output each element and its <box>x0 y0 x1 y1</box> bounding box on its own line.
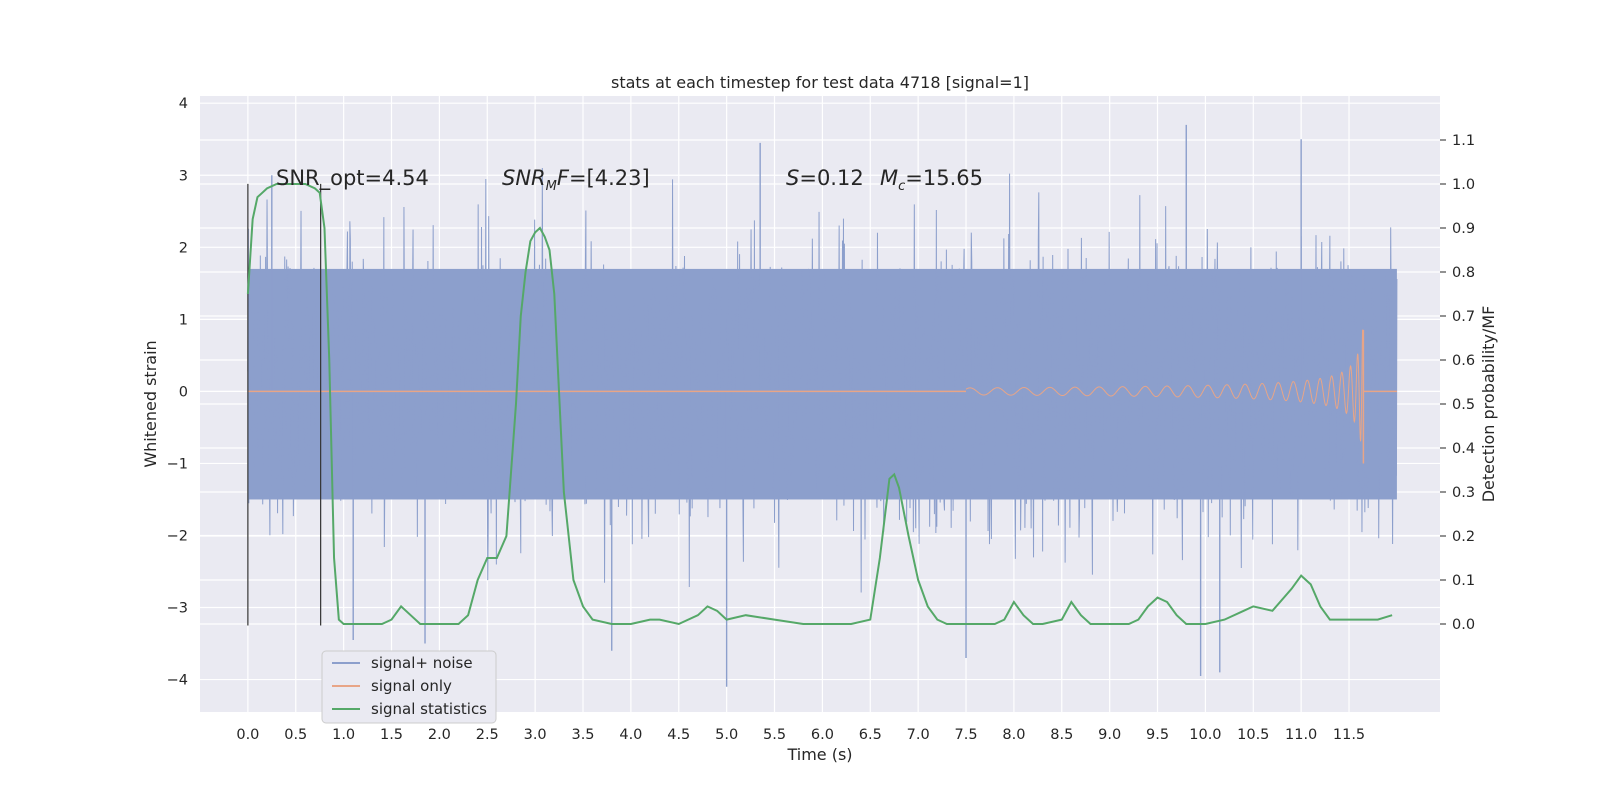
x-tick-label: 7.0 <box>907 727 930 743</box>
marker-lines <box>247 183 322 626</box>
y-axis-label: Whitened strain <box>141 340 160 467</box>
y-tick-label-right: 0.7 <box>1452 309 1475 325</box>
y-tick-label: 3 <box>179 168 188 184</box>
x-tick-label: 5.0 <box>715 727 738 743</box>
y-tick-label: 0 <box>179 384 188 400</box>
x-tick-label: 10.0 <box>1189 727 1221 743</box>
x-tick-label: 11.5 <box>1333 727 1365 743</box>
y-tick-label: −1 <box>167 456 188 472</box>
x-tick-label: 11.0 <box>1285 727 1317 743</box>
legend: signal+ noise signal only signal statist… <box>321 650 497 724</box>
y-tick-label-right: 0.6 <box>1452 353 1475 369</box>
x-tick-label: 9.0 <box>1098 727 1121 743</box>
y-axis-label-right: Detection probability/MF <box>1479 306 1498 503</box>
series-signal-statistics <box>246 183 1393 626</box>
x-tick-label: 5.5 <box>763 727 786 743</box>
y-tick-label-right: 0.0 <box>1452 617 1475 633</box>
noise-trace <box>247 168 1398 593</box>
legend-label-noise: signal+ noise <box>371 654 473 672</box>
annotation-snr-mf: SNRMF=[4.23] <box>502 166 650 194</box>
chart-title: stats at each timestep for test data 471… <box>611 73 1029 92</box>
y-tick-label: 2 <box>179 240 188 256</box>
x-tick-label: 1.5 <box>380 727 403 743</box>
y-tick-label-right: 1.0 <box>1452 177 1475 193</box>
y-tick-label-right: 0.2 <box>1452 529 1475 545</box>
x-axis-label: Time (s) <box>786 745 852 764</box>
y-tick-label-right: 0.5 <box>1452 397 1475 413</box>
x-tick-label: 2.0 <box>428 727 451 743</box>
y-tick-labels: −4 −3 −2 −1 0 1 2 3 4 <box>167 96 188 688</box>
annotation-s: S=0.12 <box>786 166 864 190</box>
x-tick-label: 8.0 <box>1002 727 1025 743</box>
x-tick-label: 7.5 <box>954 727 977 743</box>
stats-line <box>246 183 1393 626</box>
annotation-snr-opt: SNR_opt=4.54 <box>276 166 429 191</box>
x-tick-label: 0.0 <box>236 727 259 743</box>
legend-label-stats: signal statistics <box>371 700 487 718</box>
x-tick-label: 2.5 <box>476 727 499 743</box>
y-tick-label: 4 <box>179 96 188 112</box>
legend-label-signal: signal only <box>371 677 452 695</box>
y-tick-labels-right: 0.0 0.1 0.2 0.3 0.4 0.5 0.6 0.7 0.8 0.9 1.0 1.1 <box>1440 133 1475 633</box>
x-tick-label: 8.5 <box>1050 727 1073 743</box>
x-tick-label: 4.0 <box>619 727 642 743</box>
annotations: SNR_opt=4.54 SNRMF=[4.23] S=0.12 Mc=15.6… <box>276 166 983 194</box>
x-tick-label: 0.5 <box>284 727 307 743</box>
x-tick-label: 1.0 <box>332 727 355 743</box>
series-signal-noise <box>247 124 1398 687</box>
series-signal-only <box>247 329 1397 464</box>
y-tick-label: 1 <box>179 312 188 328</box>
y-tick-label-right: 0.9 <box>1452 221 1475 237</box>
x-tick-label: 6.5 <box>859 727 882 743</box>
y-tick-label-right: 0.8 <box>1452 265 1475 281</box>
legend-box <box>321 650 497 724</box>
x-tick-label: 9.5 <box>1146 727 1169 743</box>
y-tick-label: −4 <box>167 673 188 689</box>
x-tick-label: 4.5 <box>667 727 690 743</box>
y-tick-label: −2 <box>167 528 188 544</box>
annotation-mc: Mc=15.65 <box>880 166 983 194</box>
x-tick-labels: 0.0 0.5 1.0 1.5 2.0 2.5 3.0 3.5 4.0 4.5 5.0 5.5 6.0 6… <box>236 727 1365 743</box>
x-tick-label: 10.5 <box>1237 727 1269 743</box>
y-tick-label-right: 0.4 <box>1452 441 1475 457</box>
y-tick-label-right: 1.1 <box>1452 133 1475 149</box>
y-tick-label-right: 0.1 <box>1452 573 1475 589</box>
x-tick-label: 6.0 <box>811 727 834 743</box>
x-tick-label: 3.0 <box>524 727 547 743</box>
signal-chirp <box>965 329 1364 442</box>
y-tick-label: −3 <box>167 601 188 617</box>
y-tick-label-right: 0.3 <box>1452 485 1475 501</box>
x-tick-label: 3.5 <box>571 727 594 743</box>
